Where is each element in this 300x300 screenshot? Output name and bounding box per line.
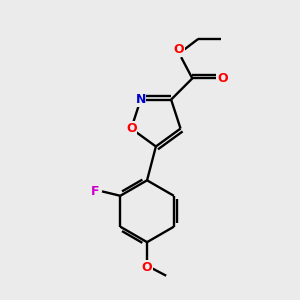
Text: O: O bbox=[218, 72, 228, 85]
Text: O: O bbox=[126, 122, 136, 135]
Text: F: F bbox=[91, 185, 100, 198]
Text: N: N bbox=[136, 93, 146, 106]
Text: O: O bbox=[142, 261, 152, 274]
Text: O: O bbox=[173, 43, 184, 56]
